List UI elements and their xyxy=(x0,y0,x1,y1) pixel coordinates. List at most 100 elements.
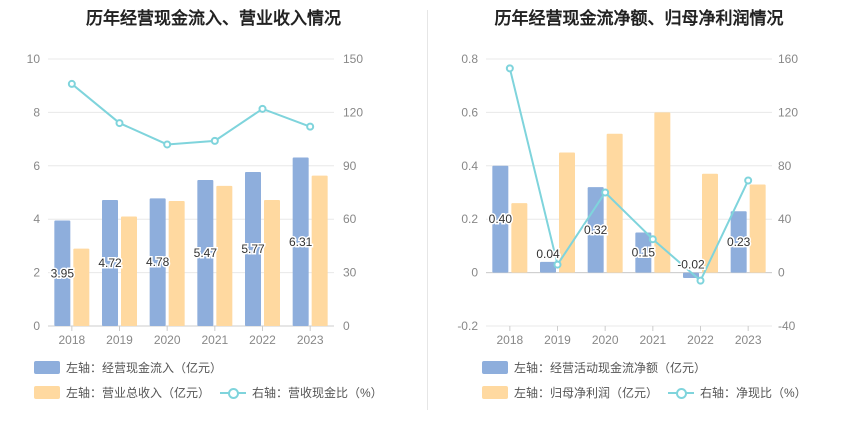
left-axis-tick-label: 0.8 xyxy=(461,52,478,66)
bar xyxy=(102,199,118,326)
left-axis-tick-label: -0.2 xyxy=(457,319,478,333)
line-point xyxy=(601,188,610,197)
right-axis-tick-label: 40 xyxy=(778,212,792,226)
right-axis-tick-label: 80 xyxy=(778,159,792,173)
legend-label: 左轴：经营现金流入（亿元） xyxy=(66,361,223,375)
chart-panel-cashflow-revenue: 历年经营现金流入、营业收入情况 0 0 2 30 4 60 6 90 8 120 10 150 2018… xyxy=(27,9,383,401)
right-axis-tick-label: 30 xyxy=(343,266,357,280)
x-axis-tick-label: 2018 xyxy=(496,333,523,347)
line-point xyxy=(115,119,124,128)
legend-item-netcash[interactable]: 左轴：经营活动现金流净额（亿元） xyxy=(482,359,706,376)
left-axis-tick-label: 4 xyxy=(33,212,40,226)
left-axis-tick-label: 2 xyxy=(33,266,40,280)
right-axis-tick-label: 120 xyxy=(343,105,363,119)
bar xyxy=(168,201,185,326)
chart-title: 历年经营现金流净额、归母净利润情况 xyxy=(494,9,784,28)
bar-data-label: 6.31 xyxy=(289,235,313,249)
right-axis-tick-label: 0 xyxy=(343,319,350,333)
line-point xyxy=(67,79,76,88)
left-axis-tick-label: 0.4 xyxy=(461,159,478,173)
left-axis-tick-label: 0 xyxy=(471,266,478,280)
line-point xyxy=(696,276,705,285)
left-axis-tick-label: 0.2 xyxy=(461,212,478,226)
bar-data-label: 0.40 xyxy=(489,212,513,226)
line-point xyxy=(553,260,562,269)
left-axis-tick-label: 8 xyxy=(33,105,40,119)
legend-label: 左轴：经营活动现金流净额（亿元） xyxy=(514,361,707,375)
bar xyxy=(245,171,261,326)
chart-legend: 左轴：经营活动现金流净额（亿元） 左轴：归母净利润（亿元） 右轴：净现比（%） xyxy=(428,0,850,437)
bar-data-label: 5.47 xyxy=(194,246,218,260)
legend-swatch-line xyxy=(220,386,246,399)
chart-title: 历年经营现金流入、营业收入情况 xyxy=(86,9,341,28)
x-axis-tick-label: 2021 xyxy=(639,333,666,347)
legend-item-netratio[interactable]: 右轴：净现比（%） xyxy=(668,384,807,401)
bar xyxy=(511,203,528,273)
line-point xyxy=(505,64,514,73)
left-axis-tick-label: 10 xyxy=(27,52,41,66)
bar-data-label: 5.77 xyxy=(241,242,265,256)
bar xyxy=(264,199,280,326)
bar xyxy=(702,173,718,273)
bar xyxy=(730,211,747,273)
line-point xyxy=(648,235,657,244)
right-axis-tick-label: 160 xyxy=(778,52,798,66)
chart-panel-netcash-profit: 历年经营现金流净额、归母净利润情况 -0.2 -40 0 0 0.2 40 0.4 80 0.6… xyxy=(428,0,850,437)
bar-data-label: 0.15 xyxy=(632,246,656,260)
bar xyxy=(216,185,233,326)
legend-swatch-line xyxy=(668,386,694,399)
x-axis-tick-label: 2019 xyxy=(544,333,571,347)
legend-item-ratio[interactable]: 右轴：营收现金比（%） xyxy=(220,384,383,401)
legend-item-inflow[interactable]: 左轴：经营现金流入（亿元） xyxy=(34,359,222,376)
line-point xyxy=(163,140,172,149)
left-axis-tick-label: 6 xyxy=(33,159,40,173)
right-axis-tick-label: -40 xyxy=(778,319,796,333)
x-axis-tick-label: 2020 xyxy=(592,333,619,347)
x-axis-tick-label: 2019 xyxy=(106,333,133,347)
bar xyxy=(654,112,671,273)
legend-item-revenue[interactable]: 左轴：营业总收入（亿元） xyxy=(34,384,210,401)
legend-label: 左轴：营业总收入（亿元） xyxy=(66,386,211,400)
left-axis-tick-label: 0.6 xyxy=(461,105,478,119)
x-axis-tick-label: 2020 xyxy=(154,333,181,347)
legend-label: 右轴：营收现金比（%） xyxy=(252,386,383,400)
series-line xyxy=(508,68,750,283)
x-axis-tick-label: 2023 xyxy=(297,333,324,347)
x-axis-tick-label: 2021 xyxy=(201,333,228,347)
bar-data-label: 4.78 xyxy=(146,255,170,269)
chart-svg-cashflow-revenue: 0 0 2 30 4 60 6 90 8 120 10 150 2018 2019 2020 2021 2022… xyxy=(27,52,364,347)
x-axis-tick-label: 2018 xyxy=(58,333,85,347)
line-point xyxy=(258,104,267,113)
bar xyxy=(587,187,604,273)
right-axis-tick-label: 120 xyxy=(778,105,798,119)
bar xyxy=(73,248,90,326)
bar-data-label: -0.02 xyxy=(677,258,705,272)
right-axis-tick-label: 0 xyxy=(778,266,785,280)
bar xyxy=(292,157,309,326)
bar xyxy=(54,220,71,326)
legend-item-profit[interactable]: 左轴：归母净利润（亿元） xyxy=(482,384,658,401)
bar-data-label: 4.72 xyxy=(98,256,122,270)
bar xyxy=(311,175,328,326)
bar xyxy=(635,232,652,273)
bar xyxy=(121,216,137,326)
x-axis-tick-label: 2022 xyxy=(249,333,276,347)
bar xyxy=(492,165,509,273)
right-axis-tick-label: 150 xyxy=(343,52,363,66)
panel-divider xyxy=(427,10,428,410)
legend-swatch-bar xyxy=(482,386,508,399)
left-axis-tick-label: 0 xyxy=(33,319,40,333)
series-line xyxy=(71,83,311,146)
legend-swatch-bar xyxy=(34,361,60,374)
legend-label: 右轴：净现比（%） xyxy=(700,386,807,400)
bar-data-label: 0.32 xyxy=(584,223,608,237)
bar-data-label: 3.95 xyxy=(51,266,75,280)
x-axis-tick-label: 2022 xyxy=(687,333,714,347)
bar-data-label: 0.04 xyxy=(536,247,560,261)
line-point xyxy=(210,136,219,145)
bar-data-label: 0.23 xyxy=(727,235,751,249)
chart-svg-netcash-profit: -0.2 -40 0 0 0.2 40 0.4 80 0.6 120 0.8 160 2018 2019 2… xyxy=(457,52,798,347)
legend-label: 左轴：归母净利润（亿元） xyxy=(514,386,659,400)
chart-legend: 左轴：经营现金流入（亿元） 左轴：营业总收入（亿元） 右轴：营收现金比（%） xyxy=(34,359,383,401)
bar xyxy=(149,198,166,326)
